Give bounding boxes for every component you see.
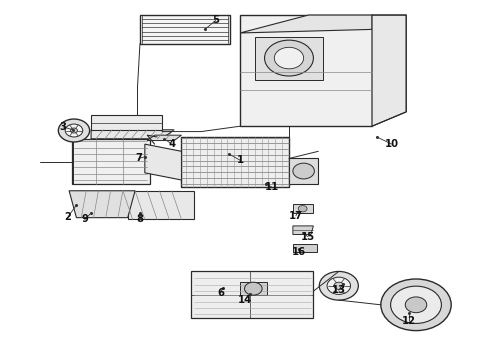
Polygon shape bbox=[145, 144, 181, 180]
Circle shape bbox=[274, 47, 304, 69]
Polygon shape bbox=[240, 15, 372, 126]
Text: 2: 2 bbox=[65, 212, 72, 221]
Text: 15: 15 bbox=[300, 232, 315, 242]
Polygon shape bbox=[91, 130, 174, 139]
Text: 6: 6 bbox=[217, 288, 224, 298]
Circle shape bbox=[293, 163, 315, 179]
Text: 14: 14 bbox=[238, 295, 252, 305]
Text: 17: 17 bbox=[289, 211, 303, 221]
Polygon shape bbox=[404, 287, 416, 298]
Text: 3: 3 bbox=[60, 122, 67, 132]
Text: 4: 4 bbox=[168, 139, 175, 149]
Polygon shape bbox=[372, 15, 406, 126]
Circle shape bbox=[65, 124, 83, 137]
Polygon shape bbox=[293, 244, 318, 252]
Circle shape bbox=[327, 277, 350, 294]
Polygon shape bbox=[255, 37, 323, 80]
Polygon shape bbox=[392, 305, 407, 314]
Circle shape bbox=[71, 128, 77, 133]
Circle shape bbox=[245, 282, 262, 295]
Polygon shape bbox=[293, 226, 314, 234]
Polygon shape bbox=[240, 15, 372, 33]
Polygon shape bbox=[191, 271, 314, 318]
Polygon shape bbox=[240, 282, 267, 295]
Polygon shape bbox=[424, 307, 440, 318]
Polygon shape bbox=[425, 296, 441, 305]
Text: 1: 1 bbox=[237, 155, 244, 165]
Polygon shape bbox=[293, 204, 314, 213]
Text: 10: 10 bbox=[385, 139, 398, 149]
Text: 12: 12 bbox=[402, 316, 416, 325]
Circle shape bbox=[391, 286, 441, 323]
Circle shape bbox=[405, 297, 427, 313]
Polygon shape bbox=[147, 135, 181, 140]
Text: 7: 7 bbox=[135, 153, 142, 163]
Polygon shape bbox=[392, 292, 408, 303]
Polygon shape bbox=[128, 191, 194, 220]
Text: 16: 16 bbox=[292, 247, 306, 257]
Polygon shape bbox=[181, 137, 289, 187]
Circle shape bbox=[58, 119, 90, 142]
Circle shape bbox=[319, 271, 358, 300]
Circle shape bbox=[298, 206, 307, 212]
Text: 5: 5 bbox=[212, 15, 219, 26]
Polygon shape bbox=[69, 191, 135, 218]
Polygon shape bbox=[140, 15, 230, 44]
Circle shape bbox=[381, 279, 451, 330]
Polygon shape bbox=[399, 310, 413, 322]
Circle shape bbox=[265, 40, 314, 76]
Polygon shape bbox=[419, 288, 433, 299]
Text: 9: 9 bbox=[81, 215, 88, 224]
Polygon shape bbox=[416, 312, 428, 323]
Text: 13: 13 bbox=[332, 285, 346, 296]
Polygon shape bbox=[289, 158, 318, 184]
Text: 11: 11 bbox=[265, 182, 279, 192]
Circle shape bbox=[334, 282, 343, 289]
Text: 8: 8 bbox=[136, 215, 144, 224]
Polygon shape bbox=[72, 139, 150, 184]
Polygon shape bbox=[91, 116, 162, 130]
